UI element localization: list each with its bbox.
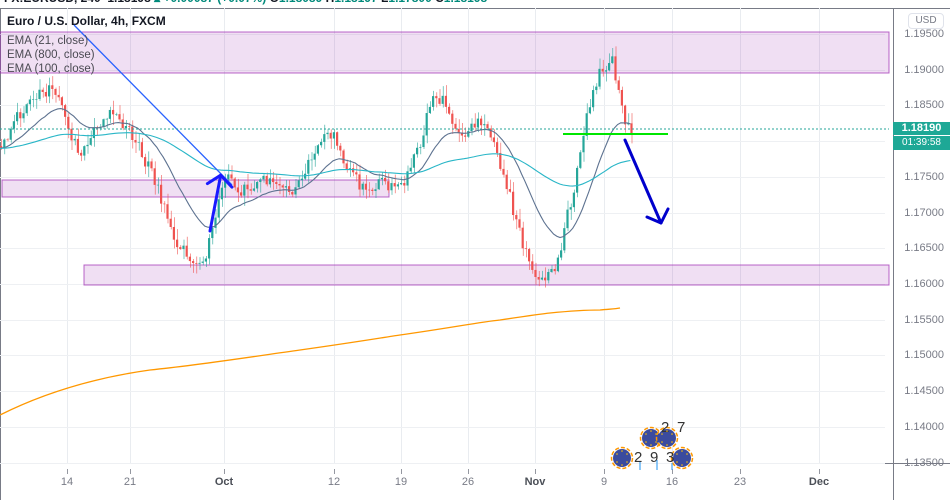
svg-text:2: 2	[634, 449, 642, 466]
svg-text:7: 7	[677, 419, 685, 436]
svg-text:3: 3	[666, 449, 674, 466]
